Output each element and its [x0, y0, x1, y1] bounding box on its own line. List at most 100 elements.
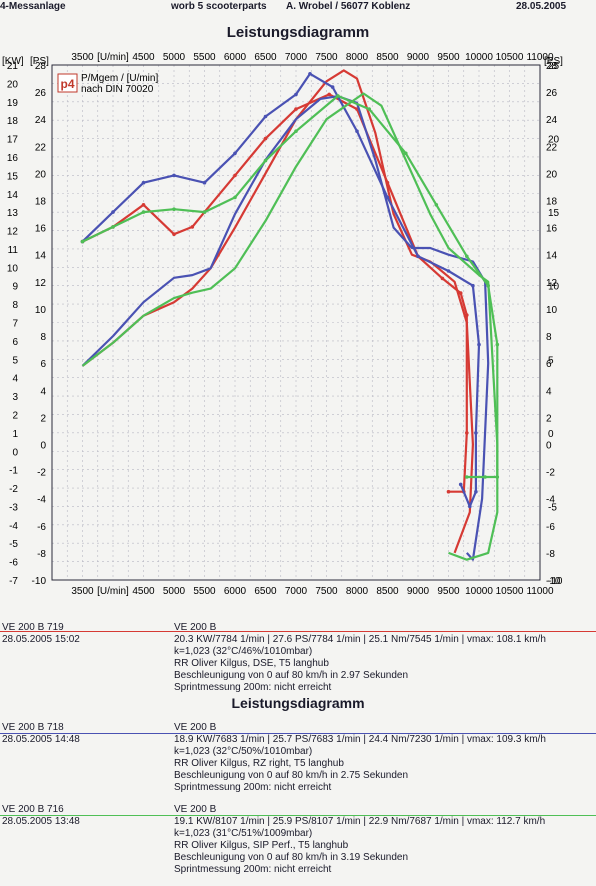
y-nm-tick: 0 [548, 429, 554, 440]
y-kw-tick: -5 [9, 539, 18, 550]
y-ps-tick-right: -10 [546, 576, 561, 587]
torque-point [263, 114, 268, 119]
entry-716: VE 200 B 716 28.05.2005 13:48 VE 200 B 1… [2, 804, 596, 879]
torque-point [263, 136, 268, 141]
x-tick-label-top: 5000 [163, 52, 186, 63]
entry-718: VE 200 B 718 28.05.2005 14:48 VE 200 B 1… [2, 722, 596, 793]
torque-point [440, 276, 445, 281]
entry-datetime: 28.05.2005 15:02 [2, 634, 80, 645]
y-ps-unit-left: [PS] [30, 56, 49, 67]
torque-point [477, 342, 481, 347]
entry-datetime: 28.05.2005 13:48 [2, 816, 80, 827]
torque-point [471, 283, 475, 288]
x-tick-label-top: 8500 [376, 52, 399, 63]
entry-line2: k=1,023 (32°C/46%/1010mbar) [174, 646, 313, 657]
y-kw-tick: -2 [9, 484, 18, 495]
x-tick-label-bottom: 4500 [132, 586, 155, 597]
y-kw-tick: 12 [7, 227, 19, 238]
torque-point [474, 489, 478, 494]
torque-point [446, 489, 451, 494]
torque-point [465, 254, 469, 259]
entry-line5: Sprintmessung 200m: nicht erreicht [174, 782, 332, 793]
torque-point [202, 180, 207, 185]
plot-frame [51, 64, 541, 581]
y-ps-tick-right: -6 [546, 522, 555, 533]
y-kw-tick: 13 [7, 208, 19, 219]
torque-point [141, 210, 146, 214]
y-ps-tick-left: 2 [40, 413, 46, 424]
p4-logo-box [57, 73, 78, 93]
x-unit-bottom: [U/min] [97, 586, 129, 597]
y-ps-tick-right: 6 [546, 359, 552, 370]
chart-title: Leistungsdiagramm [226, 24, 370, 41]
header-middle: worb 5 scooterparts [171, 1, 267, 12]
y-ps-tick-right: 20 [546, 169, 558, 180]
y-ps-tick-left: 12 [35, 278, 47, 289]
y-kw-tick: 11 [8, 245, 19, 256]
y-nm-tick: 20 [548, 135, 560, 146]
y-kw-tick: 8 [12, 300, 18, 311]
power-line-ve-200-b-719 [81, 69, 474, 554]
torque-point [330, 85, 335, 89]
y-nm-tick: -5 [548, 502, 557, 513]
x-tick-label-bottom: 7000 [285, 586, 308, 597]
entry-separator-blue [0, 733, 596, 734]
entry-line4: Beschleunigung von 0 auf 80 km/h in 2.75… [174, 770, 409, 781]
y-ps-tick-left: 20 [35, 169, 47, 180]
y-ps-tick-left: 0 [40, 440, 46, 451]
y-kw-tick: 0 [12, 447, 18, 458]
y-ps-tick-right: -2 [546, 468, 555, 479]
y-kw-tick: 4 [12, 374, 18, 385]
y-nm-tick: -10 [548, 576, 563, 587]
entry-line1: 20.3 KW/7784 1/min | 27.6 PS/7784 1/min … [174, 634, 546, 645]
x-tick-label-bottom: 10500 [496, 586, 524, 597]
entry-line2: k=1,023 (32°C/50%/1010mbar) [174, 746, 313, 757]
y-ps-tick-right: 2 [546, 413, 552, 424]
torque-point [465, 431, 469, 435]
y-ps-tick-right: 8 [546, 332, 552, 343]
torque-point [294, 107, 298, 111]
entry-datetime: 28.05.2005 14:48 [2, 734, 80, 745]
x-tick-label-bottom: 6500 [254, 586, 277, 597]
y-kw-tick: 15 [7, 171, 19, 182]
torque-point [458, 482, 463, 487]
legend-text-2: nach DIN 70020 [81, 84, 154, 95]
y-nm-tick: 10 [548, 282, 560, 293]
torque-point [446, 269, 451, 273]
x-unit-top: [U/min] [97, 52, 129, 63]
y-ps-tick-right: 16 [546, 224, 558, 235]
y-ps-tick-right: -8 [546, 549, 555, 560]
power-line-ve-200-b-716 [81, 92, 499, 561]
x-tick-label-top: 6000 [224, 52, 247, 63]
y-ps-tick-left: -4 [37, 495, 46, 506]
y-ps-tick-left: -2 [37, 468, 46, 479]
y-kw-tick: 19 [7, 98, 19, 109]
y-kw-tick: 1 [12, 429, 18, 440]
torque-point [294, 129, 298, 133]
x-tick-label-top: 11000 [526, 52, 554, 63]
torque-point [327, 92, 332, 97]
y-ps-tick-right: 24 [546, 115, 558, 126]
header-left: 4-Messanlage [0, 1, 66, 12]
y-kw-tick: 10 [7, 263, 19, 274]
torque-point [434, 203, 439, 207]
y-kw-tick: 18 [7, 116, 19, 127]
torque-point [233, 195, 237, 200]
torque-point [336, 94, 340, 98]
y-kw-tick: -1 [9, 466, 18, 477]
y-kw-tick: 17 [7, 135, 19, 146]
entry-separator-green [0, 815, 596, 816]
entry-719: VE 200 B 719 28.05.2005 15:02 VE 200 B 2… [2, 622, 596, 693]
chart-labels: 3500350045004500500050005500550060006000… [2, 52, 563, 597]
x-tick-label-bottom: 9000 [407, 586, 430, 597]
x-tick-label-bottom: 11000 [526, 586, 554, 597]
x-tick-label-top: 9500 [437, 52, 460, 63]
torque-point [495, 475, 500, 479]
torque-point [172, 173, 176, 178]
power-chart: 3500350045004500500050005500550060006000… [2, 52, 563, 597]
torque-point [468, 504, 472, 509]
y-ps-tick-right: 14 [546, 251, 558, 262]
legend-text-1: P/Mgem / [U/min] [81, 73, 158, 84]
y-ps-tick-left: 6 [40, 359, 46, 370]
y-nm-tick: 25 [548, 61, 560, 72]
